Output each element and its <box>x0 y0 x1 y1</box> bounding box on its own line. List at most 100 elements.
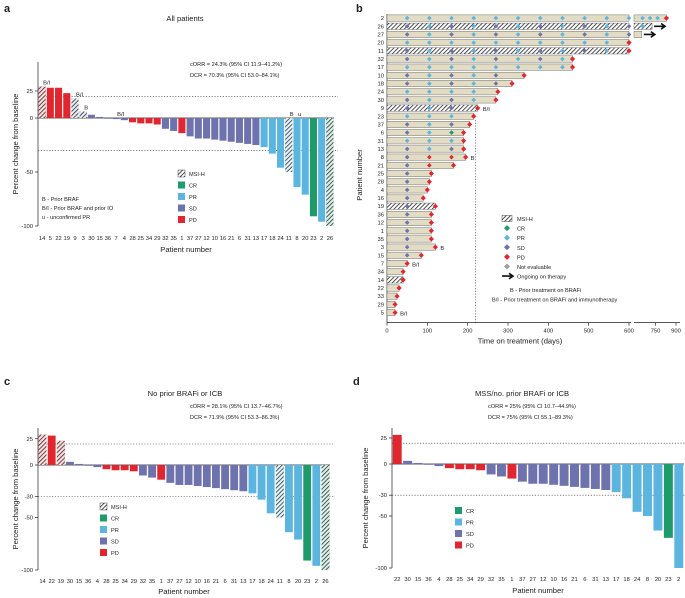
bar-patient-24 <box>632 464 642 512</box>
assessment-marker <box>449 23 454 29</box>
bar-patient-8 <box>293 118 301 188</box>
assessment-marker <box>582 40 587 45</box>
footnote: B - Prior treatment on BRAFi <box>510 288 581 294</box>
x-tick-label: 8 <box>295 236 298 242</box>
progression-marker <box>400 277 406 283</box>
progression-marker <box>495 89 501 95</box>
legend-swatch-sd <box>100 537 107 545</box>
bar-patient-17 <box>611 464 621 493</box>
x-axis-title: Patient number <box>512 586 564 595</box>
legend-swatch-pr <box>178 193 185 200</box>
progression-marker <box>521 72 527 78</box>
x-tick-label: 2 <box>315 579 318 585</box>
bar-patient-34 <box>145 118 153 124</box>
x-tick-label: 32 <box>488 577 494 583</box>
progression-marker <box>475 105 481 111</box>
y-axis-title: Percent change from baseline <box>11 94 20 195</box>
x-tick-label: 750 <box>651 329 661 335</box>
y-tick-label: 0 <box>384 462 387 468</box>
legend-swatch-pr <box>100 526 107 533</box>
msi-h-hatch <box>38 434 47 465</box>
x-tick-label: 7 <box>114 236 117 242</box>
assessment-marker <box>404 220 410 225</box>
bar-patient-1 <box>178 118 186 134</box>
legend-swatch-pd <box>178 216 185 223</box>
x-tick-label: 14 <box>39 236 46 242</box>
x-tick-label: 16 <box>204 579 210 585</box>
bar-patient-20 <box>653 464 663 531</box>
assessment-marker <box>582 48 587 54</box>
bar-annotation: B <box>290 112 294 118</box>
bar-patient-12 <box>538 464 548 484</box>
assessment-marker <box>404 64 410 70</box>
patient-label: 25 <box>378 172 384 178</box>
assessment-marker <box>493 56 499 62</box>
y-tick-label: 25 <box>27 89 33 95</box>
legend-marker-cr <box>504 225 510 232</box>
patient-label: 3 <box>381 245 384 251</box>
x-tick-label: 36 <box>425 577 431 583</box>
x-tick-label: 17 <box>261 236 267 242</box>
bar-patient-18 <box>257 465 266 500</box>
patient-label: 14 <box>378 278 385 284</box>
x-tick-label: 17 <box>249 579 255 585</box>
legend-label: Not evaluable <box>517 265 551 271</box>
x-tick-label: 11 <box>286 236 292 242</box>
assessment-marker <box>427 89 432 95</box>
x-tick-label: 15 <box>96 236 102 242</box>
assessment-marker <box>515 15 521 21</box>
legend-label: PR <box>517 236 525 242</box>
bar-patient-30 <box>87 114 95 118</box>
x-tick-label: 10 <box>550 577 556 583</box>
legend-swatch-pr <box>455 518 462 526</box>
msi-h-hatch <box>275 465 284 518</box>
assessment-marker <box>493 23 499 29</box>
x-tick-label: 25 <box>112 579 118 585</box>
bar-patient-10 <box>211 118 219 140</box>
bar-annotation: B/I <box>43 81 50 87</box>
x-tick-label: 25 <box>138 236 144 242</box>
legend-label: CR <box>466 509 474 515</box>
legend-label: MSI-H <box>189 172 205 178</box>
x-tick-label: 28 <box>129 236 135 242</box>
x-tick-label: 22 <box>394 577 400 583</box>
progression-marker <box>509 80 515 87</box>
x-tick-label: 16 <box>561 577 567 583</box>
assessment-marker <box>471 23 477 29</box>
x-tick-label: 400 <box>543 329 553 335</box>
bar-patient-8 <box>285 465 293 533</box>
legend-label: SD <box>517 246 525 252</box>
x-tick-label: 34 <box>121 579 128 585</box>
ongoing-arrow <box>643 30 657 38</box>
assessment-marker <box>493 73 499 78</box>
assessment-marker <box>537 23 543 29</box>
progression-marker <box>428 170 434 177</box>
assessment-marker <box>471 73 477 78</box>
legend-swatch-msi-h <box>177 169 186 178</box>
assessment-marker <box>427 130 432 135</box>
swim-bar-9 <box>386 104 478 112</box>
progression-marker <box>461 138 467 144</box>
assessment-marker <box>560 40 565 45</box>
legend-swatch-sd <box>178 204 185 212</box>
stat-annotation: cORR = 24.3% (95% CI 11.9–41.2%) <box>190 62 282 68</box>
swim-bar-26 <box>386 22 630 30</box>
x-tick-label: 300 <box>503 329 513 335</box>
x-tick-label: 34 <box>146 236 153 242</box>
bar-patient-7 <box>112 118 120 120</box>
x-tick-label: 17 <box>613 577 619 583</box>
progression-marker <box>663 15 670 21</box>
progression-marker <box>426 179 432 185</box>
patient-label: 5 <box>381 311 384 317</box>
assessment-marker <box>404 113 410 119</box>
progression-marker <box>493 97 499 103</box>
bar-annotation: B <box>84 106 88 112</box>
bar-patient-29 <box>476 464 486 471</box>
assessment-marker <box>493 64 499 70</box>
assessment-marker <box>515 48 521 54</box>
assessment-marker <box>560 23 565 29</box>
assessment-marker <box>404 32 410 37</box>
legend-swatch-msi-h <box>99 502 108 511</box>
assessment-marker <box>471 97 477 103</box>
progression-marker <box>404 260 410 267</box>
